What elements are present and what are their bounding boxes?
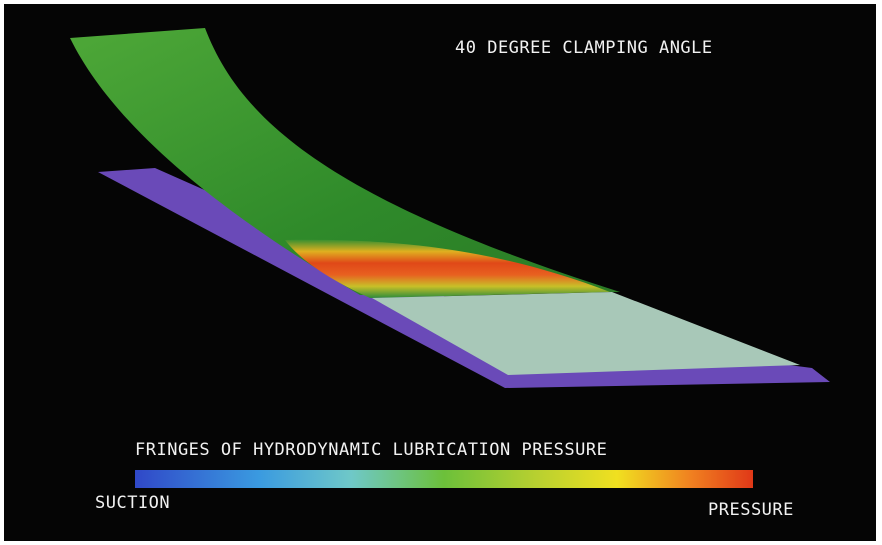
legend-high-label: PRESSURE: [708, 500, 794, 520]
visualization: 40 DEGREE CLAMPING ANGLE FRINGES OF HYDR…: [0, 0, 882, 545]
color-bar: [135, 470, 753, 488]
legend-low-label: SUCTION: [95, 493, 170, 513]
title: 40 DEGREE CLAMPING ANGLE: [455, 38, 713, 58]
legend-title: FRINGES OF HYDRODYNAMIC LUBRICATION PRES…: [135, 440, 607, 460]
